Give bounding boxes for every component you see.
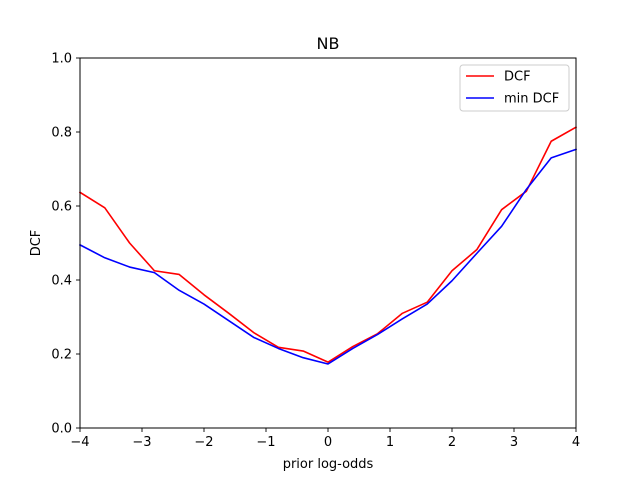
x-tick-label: 3	[510, 435, 518, 450]
y-tick-label: 1.0	[51, 52, 72, 67]
legend-label-min-dcf: min DCF	[504, 92, 559, 107]
x-tick-label: −1	[256, 435, 275, 450]
series-line-min-dcf	[78, 148, 578, 365]
plot-area	[80, 58, 576, 428]
legend-label-dcf: DCF	[504, 70, 531, 85]
x-axis: −4 −3 −2 −1 0 1 2 3 4	[70, 428, 580, 450]
y-tick-label: 0.0	[51, 422, 72, 437]
x-tick-label: −4	[70, 435, 89, 450]
x-tick-label: 0	[324, 435, 332, 450]
y-tick-label: 0.6	[51, 200, 72, 215]
x-tick-label: 4	[572, 435, 580, 450]
series-layer	[78, 126, 578, 365]
x-tick-label: 1	[386, 435, 394, 450]
x-tick-label: −3	[132, 435, 151, 450]
legend: DCF min DCF	[459, 64, 570, 112]
y-axis-label: DCF	[29, 230, 44, 257]
y-axis: 0.0 0.2 0.4 0.6 0.8 1.0	[51, 52, 80, 437]
y-tick-label: 0.8	[51, 126, 72, 141]
x-tick-label: 2	[448, 435, 456, 450]
y-tick-label: 0.4	[51, 274, 72, 289]
x-tick-label: −2	[194, 435, 213, 450]
y-tick-label: 0.2	[51, 348, 72, 363]
series-line-dcf	[78, 126, 578, 363]
x-axis-label: prior log-odds	[283, 457, 374, 472]
chart-title: NB	[317, 34, 340, 53]
